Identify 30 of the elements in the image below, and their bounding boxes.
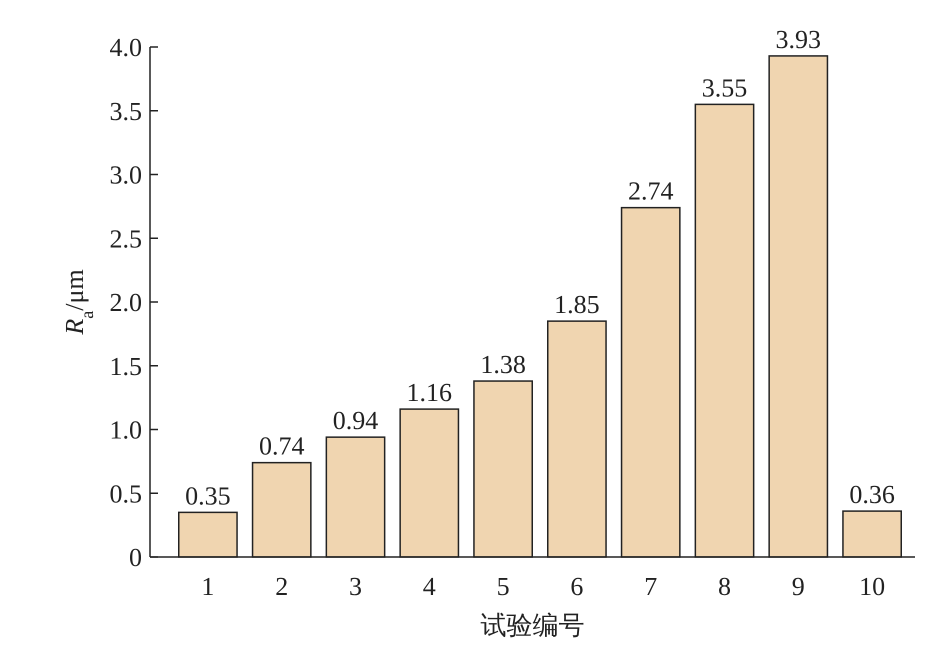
x-tick-label: 5 <box>496 572 510 601</box>
data-label: 3.93 <box>776 24 822 54</box>
x-tick-label: 6 <box>570 572 584 601</box>
data-label: 0.74 <box>258 432 304 461</box>
data-label: 1.38 <box>480 350 526 380</box>
data-label: 0.36 <box>849 480 895 510</box>
x-tick-label: 2 <box>275 572 288 601</box>
y-tick-label: 4.0 <box>110 33 142 62</box>
y-tick-label: 1.0 <box>110 416 142 444</box>
y-tick-label: 2.0 <box>110 288 142 317</box>
x-tick-label: 3 <box>349 572 362 601</box>
x-tick-label: 10 <box>859 572 886 601</box>
x-tick-label: 7 <box>644 572 658 601</box>
y-tick-label: 0.5 <box>110 479 142 508</box>
data-label: 1.16 <box>406 378 452 408</box>
y-tick-label: 0 <box>129 543 142 572</box>
data-label: 0.35 <box>185 481 231 510</box>
y-tick-label: 3.0 <box>110 160 142 190</box>
y-tick-label: 2.5 <box>110 224 142 254</box>
x-tick-label: 9 <box>792 572 805 601</box>
x-tick-label: 8 <box>718 572 731 601</box>
x-tick-label: 1 <box>201 572 214 601</box>
y-tick-label: 1.5 <box>110 352 142 381</box>
data-label: 0.94 <box>332 406 378 436</box>
x-axis-title: 试验编号 <box>480 611 584 641</box>
data-label: 1.85 <box>554 290 600 320</box>
x-tick-label: 4 <box>422 572 436 601</box>
data-label: 2.74 <box>628 176 674 206</box>
y-tick-label: 3.5 <box>110 96 142 126</box>
data-label: 3.55 <box>702 73 748 102</box>
